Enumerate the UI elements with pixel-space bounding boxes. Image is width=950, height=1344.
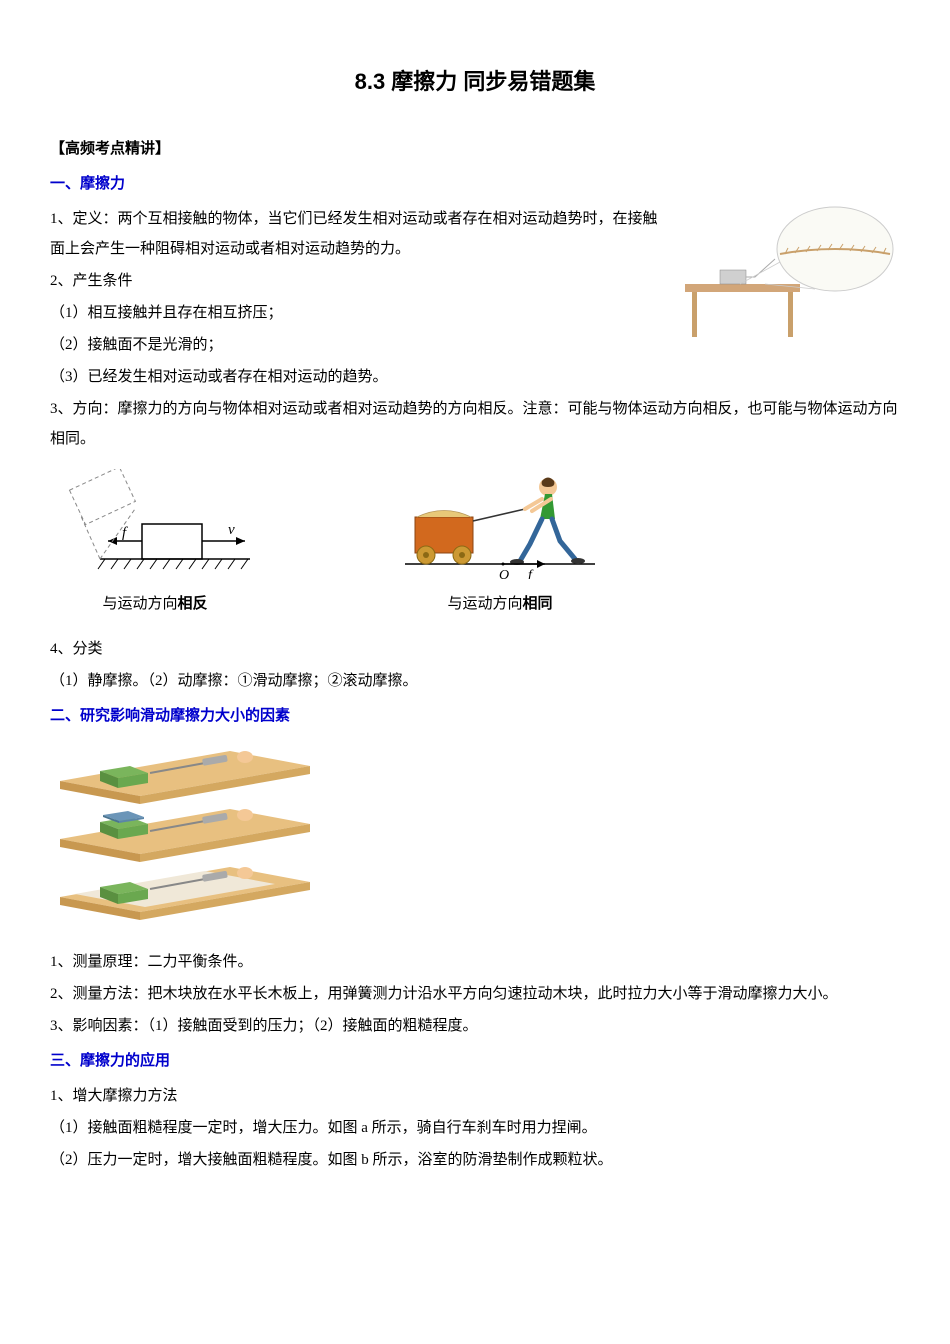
friction-experiment-illustration [50, 741, 900, 932]
caption-same: 与运动方向相同 [447, 589, 552, 619]
caption-opposite: 与运动方向相反 [102, 589, 207, 619]
subsection-1-title: 一、摩擦力 [50, 169, 900, 199]
sec2-p3: 3、影响因素：（1）接触面受到的压力；（2）接触面的粗糙程度。 [50, 1011, 900, 1041]
document-title: 8.3 摩擦力 同步易错题集 [50, 60, 900, 104]
table-surface-illustration [680, 204, 900, 344]
o-label: O [499, 568, 509, 579]
sec1-p4: 4、分类 [50, 634, 900, 664]
sec2-p1: 1、测量原理：二力平衡条件。 [50, 947, 900, 977]
sec3-p1: 1、增大摩擦力方法 [50, 1081, 900, 1111]
sec1-p4-1: （1）静摩擦。（2）动摩擦：①滑动摩擦；②滚动摩擦。 [50, 666, 900, 696]
subsection-3-title: 三、摩擦力的应用 [50, 1046, 900, 1076]
cap2-bold: 相同 [523, 596, 553, 612]
v-label: v [228, 522, 235, 538]
cap1-bold: 相反 [178, 596, 208, 612]
sec3-p1-1: （1）接触面粗糙程度一定时，增大压力。如图 a 所示，骑自行车刹车时用力捏闸。 [50, 1113, 900, 1143]
sec2-p2: 2、测量方法：把木块放在水平长木板上，用弹簧测力计沿水平方向匀速拉动木块，此时拉… [50, 979, 900, 1009]
same-direction-diagram: O f 与运动方向相同 [400, 469, 600, 619]
opposite-direction-diagram: f v 与运动方向相反 [50, 469, 260, 619]
sec3-p1-2: （2）压力一定时，增大接触面粗糙程度。如图 b 所示，浴室的防滑垫制作成颗粒状。 [50, 1145, 900, 1175]
subsection-2-title: 二、研究影响滑动摩擦力大小的因素 [50, 701, 900, 731]
header-high-freq: 【高频考点精讲】 [50, 134, 900, 164]
f-label: f [122, 525, 128, 541]
direction-diagrams-row: f v 与运动方向相反 [50, 469, 900, 619]
cap1-pre: 与运动方向 [102, 596, 177, 612]
sec1-p3: 3、方向：摩擦力的方向与物体相对运动或者相对运动趋势的方向相反。注意：可能与物体… [50, 394, 900, 454]
f-label-2: f [528, 568, 534, 579]
cap2-pre: 与运动方向 [447, 596, 522, 612]
sec1-p2-3: （3）已经发生相对运动或者存在相对运动的趋势。 [50, 362, 900, 392]
